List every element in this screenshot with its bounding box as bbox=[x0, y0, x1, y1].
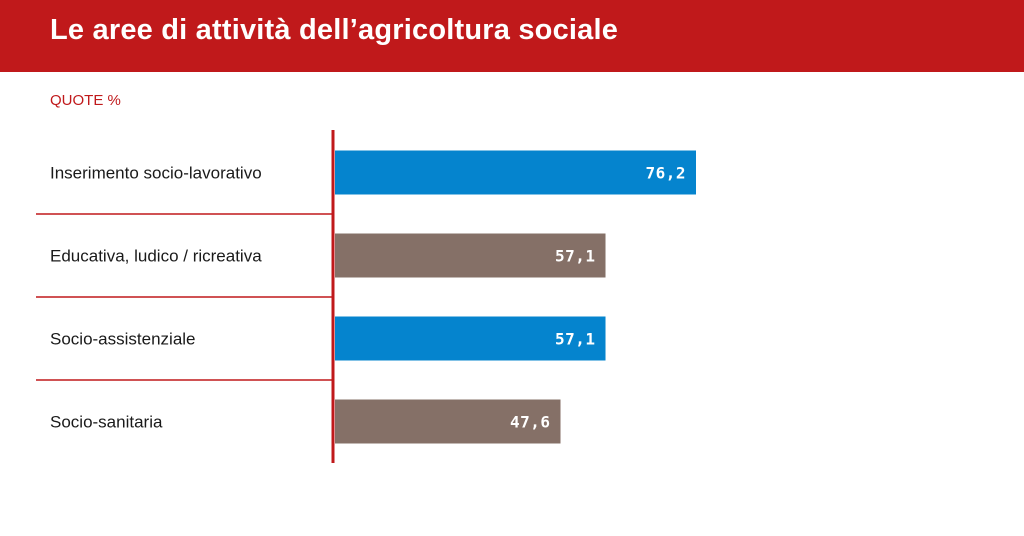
bar bbox=[335, 150, 696, 195]
category-label: Socio-sanitaria bbox=[50, 413, 163, 432]
value-label: 47,6 bbox=[510, 413, 551, 432]
page-title: Le aree di attività dell’agricoltura soc… bbox=[50, 14, 619, 46]
chart-subtitle: QUOTE % bbox=[50, 92, 121, 109]
bar bbox=[335, 233, 606, 278]
header-bar: Le aree di attività dell’agricoltura soc… bbox=[0, 0, 1024, 72]
category-label: Inserimento socio-lavorativo bbox=[50, 164, 262, 183]
bar bbox=[335, 399, 561, 444]
value-label: 57,1 bbox=[555, 330, 596, 349]
bar bbox=[335, 316, 606, 361]
category-label: Socio-assistenziale bbox=[50, 330, 196, 349]
category-label: Educativa, ludico / ricreativa bbox=[50, 247, 262, 266]
value-label: 76,2 bbox=[645, 164, 686, 183]
value-label: 57,1 bbox=[555, 247, 596, 266]
